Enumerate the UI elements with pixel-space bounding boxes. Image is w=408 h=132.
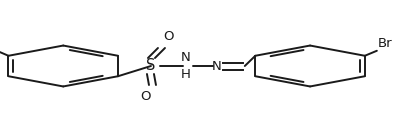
Text: O: O [164, 30, 174, 43]
Text: O: O [141, 90, 151, 103]
Text: Br: Br [378, 37, 392, 50]
Text: N: N [211, 60, 221, 72]
Text: S: S [146, 58, 155, 74]
Text: H: H [181, 68, 191, 81]
Text: N: N [181, 51, 191, 64]
